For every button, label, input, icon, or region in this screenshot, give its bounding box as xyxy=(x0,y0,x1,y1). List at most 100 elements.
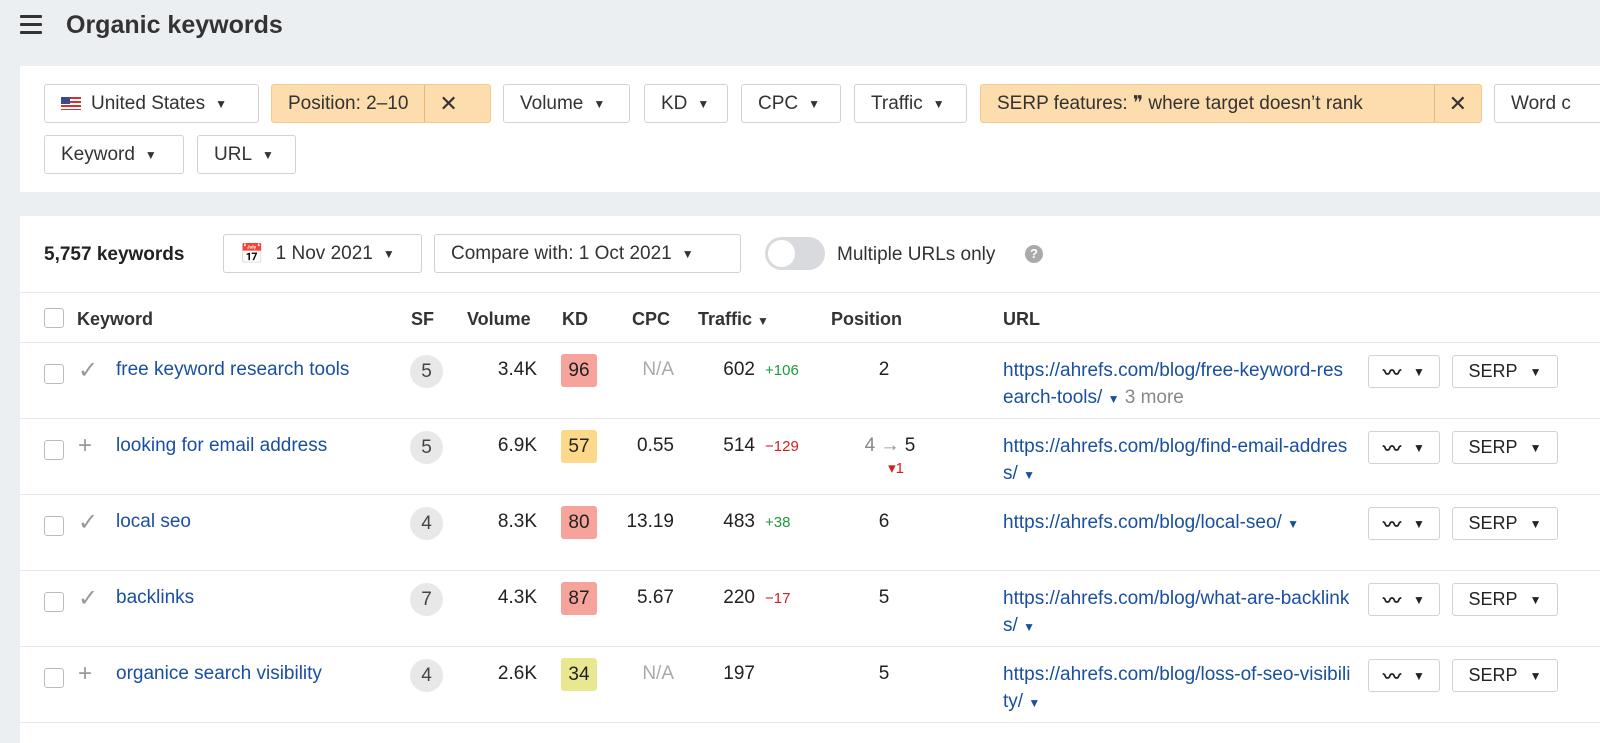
col-position[interactable]: Position xyxy=(831,309,902,329)
row-checkbox[interactable] xyxy=(44,516,64,536)
volume-value: 8.3K xyxy=(497,511,537,532)
caret-down-icon: ▼ xyxy=(681,246,694,261)
traffic-value: 220 xyxy=(723,587,755,608)
caret-down-icon: ▼ xyxy=(1529,592,1542,607)
url-link[interactable]: https://ahrefs.com/blog/local-seo/ ▼ xyxy=(1003,512,1299,533)
caret-down-icon[interactable]: ▼ xyxy=(1023,620,1035,634)
keywords-panel: 5,757 keywords 📅 1 Nov 2021 ▼ Compare with… xyxy=(20,216,1600,743)
col-cpc[interactable]: CPC xyxy=(632,309,671,329)
cpc-value: N/A xyxy=(642,663,674,684)
caret-down-icon: ▼ xyxy=(1529,364,1542,379)
more-urls-link[interactable]: 3 more xyxy=(1124,387,1184,408)
us-flag-icon xyxy=(61,97,81,110)
compare-date-picker[interactable]: Compare with: 1 Oct 2021 ▼ xyxy=(434,234,741,273)
keyword-filter[interactable]: Keyword ▼ xyxy=(44,135,184,174)
traffic-delta: +106 xyxy=(765,362,799,379)
position-filter[interactable]: Position: 2–10 ✕ xyxy=(271,84,491,123)
keyword-link[interactable]: backlinks xyxy=(116,587,195,608)
serp-dropdown-button[interactable]: SERP ▼ xyxy=(1452,355,1558,388)
plus-icon[interactable]: + xyxy=(78,660,93,687)
caret-down-icon: ▼ xyxy=(262,147,274,162)
serp-features-filter[interactable]: SERP features: ❞ where target doesn’t ra… xyxy=(980,84,1482,123)
volume-value: 6.9K xyxy=(497,435,537,456)
sf-badge[interactable]: 4 xyxy=(410,659,443,692)
plus-icon[interactable]: + xyxy=(78,432,93,459)
url-link[interactable]: https://ahrefs.com/blog/free-keyword-res… xyxy=(1003,360,1344,408)
header: Organic keywords xyxy=(0,0,1600,56)
serp-dropdown-button[interactable]: SERP ▼ xyxy=(1452,507,1558,540)
chart-dropdown-button[interactable]: 〰 ▼ xyxy=(1368,431,1440,464)
table-header: Keyword SF Volume KD CPC Traffic ▼ Posit… xyxy=(20,292,1600,343)
url-link[interactable]: https://ahrefs.com/blog/what-are-backlin… xyxy=(1003,588,1350,636)
date-picker[interactable]: 📅 1 Nov 2021 ▼ xyxy=(223,234,422,273)
cpc-value: 5.67 xyxy=(637,587,674,608)
row-checkbox[interactable] xyxy=(44,592,64,612)
menu-icon[interactable] xyxy=(20,15,42,35)
traffic-delta: −17 xyxy=(765,590,791,607)
caret-down-icon: ▼ xyxy=(1529,516,1542,531)
chart-dropdown-button[interactable]: 〰 ▼ xyxy=(1368,507,1440,540)
chart-dropdown-button[interactable]: 〰 ▼ xyxy=(1368,355,1440,388)
serp-dropdown-button[interactable]: SERP ▼ xyxy=(1452,583,1558,616)
caret-down-icon: ▼ xyxy=(1413,592,1425,607)
word-count-filter[interactable]: Word c xyxy=(1494,84,1600,123)
row-checkbox[interactable] xyxy=(44,364,64,384)
caret-down-icon[interactable]: ▼ xyxy=(1287,517,1299,531)
sort-desc-icon: ▼ xyxy=(757,314,769,328)
row-checkbox[interactable] xyxy=(44,440,64,460)
caret-down-icon: ▼ xyxy=(1413,516,1425,531)
caret-down-icon: ▼ xyxy=(932,96,945,111)
keyword-link[interactable]: organice search visibility xyxy=(116,663,322,684)
table-row: ✓ backlinks 7 4.3K 87 5.67 220 −17 5 htt… xyxy=(20,571,1600,647)
cpc-filter[interactable]: CPC ▼ xyxy=(741,84,841,123)
caret-down-icon[interactable]: ▼ xyxy=(1107,392,1120,406)
url-link[interactable]: https://ahrefs.com/blog/find-email-addre… xyxy=(1003,436,1348,484)
sf-badge[interactable]: 5 xyxy=(410,355,443,388)
remove-position-filter-button[interactable]: ✕ xyxy=(424,85,471,122)
check-icon[interactable]: ✓ xyxy=(78,585,99,612)
position-value: 4 → 5 ▾1 xyxy=(864,435,916,477)
keyword-link[interactable]: looking for email address xyxy=(116,435,328,456)
calendar-icon: 📅 xyxy=(240,243,264,265)
caret-down-icon: ▼ xyxy=(215,96,227,111)
caret-down-icon: ▼ xyxy=(1413,668,1425,683)
sf-badge[interactable]: 7 xyxy=(410,583,443,616)
url-filter[interactable]: URL ▼ xyxy=(197,135,296,174)
caret-down-icon: ▼ xyxy=(1529,440,1542,455)
traffic-filter[interactable]: Traffic ▼ xyxy=(854,84,967,123)
check-icon[interactable]: ✓ xyxy=(78,357,99,384)
check-icon[interactable]: ✓ xyxy=(78,509,99,536)
table-row: + organice search visibility 4 2.6K 34 N… xyxy=(20,647,1600,723)
multiple-urls-toggle[interactable] xyxy=(765,237,825,270)
filter-panel: United States ▼ Position: 2–10 ✕ Volume ▼ K… xyxy=(20,66,1600,192)
kd-badge: 96 xyxy=(561,354,597,387)
kd-filter[interactable]: KD ▼ xyxy=(644,84,728,123)
sf-badge[interactable]: 5 xyxy=(410,431,443,464)
help-icon[interactable]: ? xyxy=(1025,245,1043,263)
serp-dropdown-button[interactable]: SERP ▼ xyxy=(1452,431,1558,464)
caret-down-icon: ▼ xyxy=(808,96,821,111)
serp-dropdown-button[interactable]: SERP ▼ xyxy=(1452,659,1558,692)
keyword-link[interactable]: free keyword research tools xyxy=(116,359,350,380)
url-link[interactable]: https://ahrefs.com/blog/loss-of-seo-visi… xyxy=(1003,664,1351,712)
chart-dropdown-button[interactable]: 〰 ▼ xyxy=(1368,659,1440,692)
traffic-value: 483 xyxy=(723,511,755,532)
caret-down-icon[interactable]: ▼ xyxy=(1028,696,1041,710)
keyword-link[interactable]: local seo xyxy=(116,511,191,532)
volume-filter[interactable]: Volume ▼ xyxy=(503,84,630,123)
col-volume[interactable]: Volume xyxy=(467,309,531,329)
col-keyword[interactable]: Keyword xyxy=(77,309,154,329)
row-checkbox[interactable] xyxy=(44,668,64,688)
caret-down-icon[interactable]: ▼ xyxy=(1023,468,1035,482)
col-traffic[interactable]: Traffic ▼ xyxy=(698,309,769,329)
remove-serp-filter-button[interactable]: ✕ xyxy=(1433,85,1481,122)
col-kd[interactable]: KD xyxy=(562,309,588,329)
keyword-count: 5,757 keywords xyxy=(44,244,185,265)
cpc-value: N/A xyxy=(642,359,674,380)
select-all-checkbox[interactable] xyxy=(44,308,64,328)
chart-dropdown-button[interactable]: 〰 ▼ xyxy=(1368,583,1440,616)
country-filter[interactable]: United States ▼ xyxy=(44,84,259,123)
col-sf[interactable]: SF xyxy=(411,309,435,329)
col-url[interactable]: URL xyxy=(1003,309,1040,329)
sf-badge[interactable]: 4 xyxy=(410,507,443,540)
